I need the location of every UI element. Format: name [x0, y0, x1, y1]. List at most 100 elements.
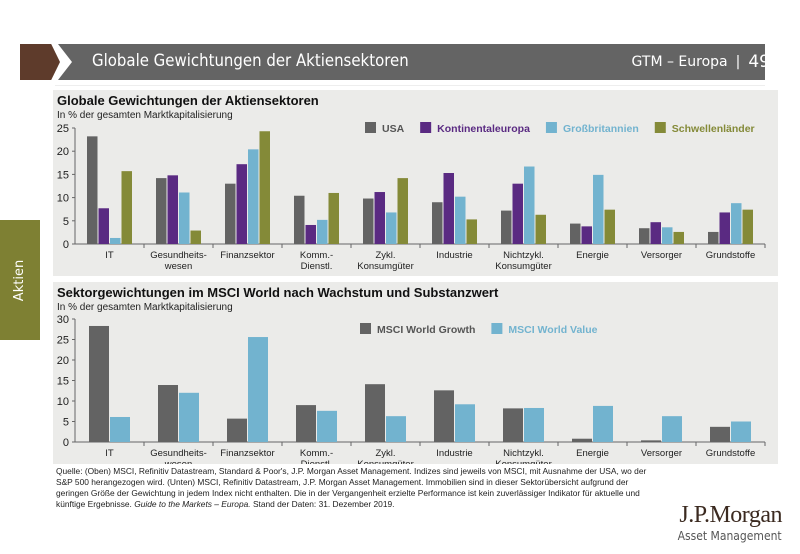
- legend-swatch: [654, 122, 666, 133]
- bar: [363, 198, 374, 244]
- x-tick-label: Energie: [576, 250, 609, 261]
- bar: [708, 231, 719, 244]
- bar: [179, 392, 199, 442]
- bar: [673, 231, 684, 244]
- y-tick-label: 15: [57, 169, 69, 181]
- x-tick-label: Komm.-: [300, 448, 333, 459]
- bar: [89, 325, 109, 442]
- legend-swatch: [545, 122, 557, 133]
- bar: [434, 390, 454, 442]
- chart-panel-top: Globale Gewichtungen der Aktiensektoren I…: [53, 90, 778, 276]
- section-label: GTM – Europa: [631, 54, 728, 70]
- side-tab-label: Aktien: [12, 259, 28, 301]
- y-tick-label: 25: [57, 335, 69, 347]
- x-tick-label: Konsumgüter: [495, 261, 552, 272]
- bar: [719, 212, 730, 244]
- bar: [236, 164, 247, 244]
- bar: [581, 226, 592, 244]
- x-tick-label: Energie: [576, 448, 609, 459]
- legend-label: MSCI World Growth: [377, 324, 475, 336]
- x-tick-label: Industrie: [436, 448, 472, 459]
- bar: [731, 203, 742, 244]
- bar: [604, 209, 615, 244]
- y-tick-label: 10: [57, 193, 69, 205]
- x-tick-label: Konsumgüter: [357, 261, 414, 272]
- legend-label: Kontinentaleuropa: [437, 123, 530, 135]
- bar: [662, 416, 682, 442]
- bar: [227, 418, 247, 442]
- x-tick-label: IT: [105, 250, 114, 261]
- legend-swatch: [365, 122, 376, 133]
- bar: [110, 416, 130, 442]
- bar: [248, 337, 268, 442]
- header-right: GTM – Europa | 49: [632, 52, 770, 72]
- header-bar: [58, 44, 765, 80]
- bar: [593, 174, 604, 244]
- bar: [397, 178, 408, 244]
- x-tick-label: IT: [105, 448, 114, 459]
- bar: [87, 136, 98, 244]
- y-tick-label: 0: [63, 437, 69, 449]
- bar: [374, 192, 385, 244]
- bar: [179, 192, 190, 244]
- chart-title: Sektorgewichtungen im MSCI World nach Wa…: [57, 285, 499, 300]
- bar: [639, 228, 650, 244]
- chart-top: Globale Gewichtungen der Aktiensektoren I…: [57, 93, 766, 272]
- y-tick-label: 5: [63, 417, 69, 429]
- bar: [503, 408, 523, 442]
- x-tick-label: Gesundheits-: [150, 250, 207, 261]
- x-tick-label: Dienstl.: [301, 459, 333, 464]
- x-tick-label: Grundstoffe: [706, 448, 755, 459]
- y-tick-label: 20: [57, 355, 69, 367]
- bar: [710, 426, 730, 442]
- legend-label: MSCI World Value: [508, 324, 597, 336]
- y-tick-label: 15: [57, 376, 69, 388]
- bar: [570, 223, 581, 244]
- bar: [386, 212, 397, 244]
- bar: [731, 421, 751, 442]
- header-chevron: [20, 44, 60, 80]
- chart-subtitle: In % der gesamten Marktkapitalisierung: [57, 302, 233, 313]
- side-tab[interactable]: Aktien: [0, 220, 40, 340]
- x-tick-label: wesen: [164, 459, 192, 464]
- page-title: Globale Gewichtungen der Aktiensektoren: [92, 51, 409, 71]
- bar: [501, 210, 512, 244]
- x-tick-label: Grundstoffe: [706, 250, 755, 261]
- x-tick-label: Konsumgüter: [495, 459, 552, 464]
- x-tick-label: Versorger: [641, 250, 682, 261]
- y-tick-label: 10: [57, 396, 69, 408]
- bar: [524, 407, 544, 442]
- x-tick-label: Industrie: [436, 250, 472, 261]
- x-tick-label: Dienstl.: [301, 261, 333, 272]
- legend-swatch: [360, 323, 371, 334]
- bar: [296, 405, 316, 442]
- y-tick-label: 30: [57, 314, 69, 326]
- bar: [121, 171, 132, 244]
- page-number: 49: [748, 52, 770, 72]
- bar: [662, 227, 673, 244]
- bar: [158, 385, 178, 442]
- divider: |: [735, 54, 741, 70]
- bar: [443, 173, 454, 244]
- jpmorgan-logo: J.P.Morgan Asset Management: [677, 502, 783, 543]
- y-tick-label: 25: [57, 123, 69, 135]
- x-tick-label: Versorger: [641, 448, 682, 459]
- chart-panel-bottom: Sektorgewichtungen im MSCI World nach Wa…: [53, 282, 778, 464]
- divider: [55, 85, 765, 86]
- bar: [535, 214, 546, 244]
- x-tick-label: Nichtzykl.: [503, 448, 544, 459]
- bar: [305, 224, 316, 244]
- chart-subtitle: In % der gesamten Marktkapitalisierung: [57, 110, 233, 121]
- bar: [248, 149, 259, 244]
- bar: [455, 196, 466, 244]
- x-tick-label: Zykl.: [375, 250, 395, 261]
- bar: [365, 384, 385, 442]
- legend-label: Großbritannien: [563, 123, 639, 135]
- bar: [156, 178, 167, 244]
- bar: [742, 209, 753, 244]
- bar: [524, 166, 535, 244]
- legend-swatch: [420, 122, 432, 133]
- y-tick-label: 5: [63, 216, 69, 228]
- bar: [512, 183, 523, 244]
- bar: [572, 438, 592, 442]
